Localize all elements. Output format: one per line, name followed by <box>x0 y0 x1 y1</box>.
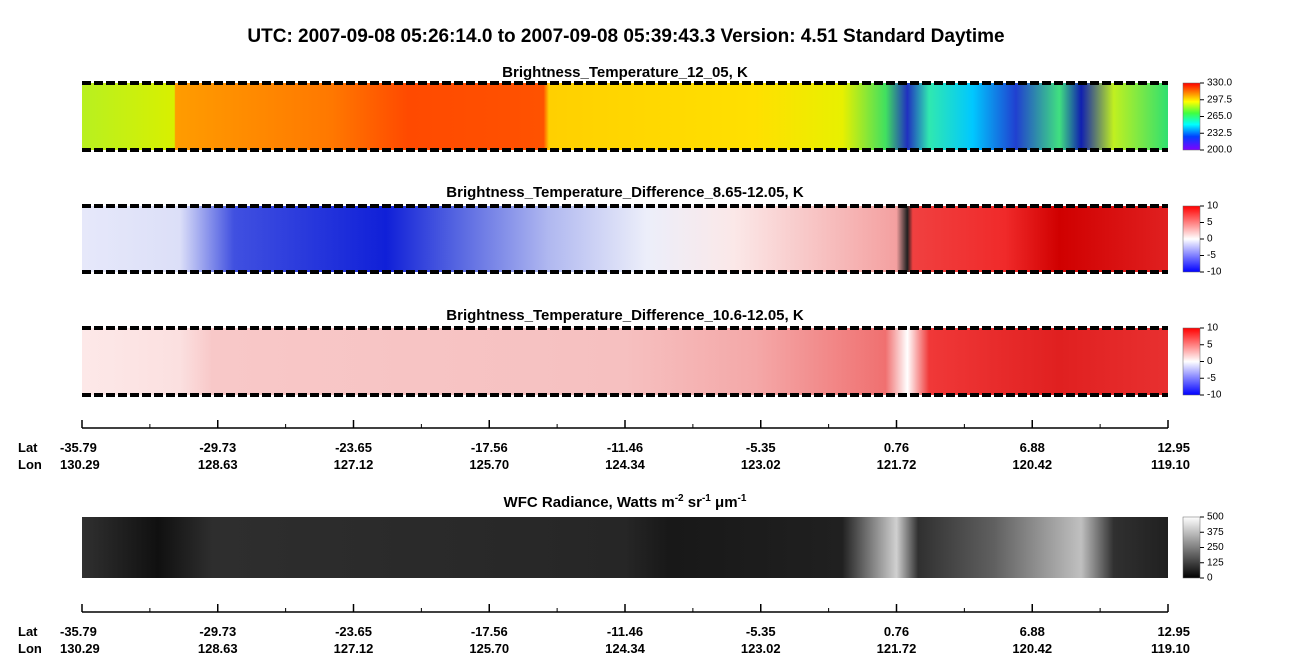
colorbar-label: 0 <box>1207 356 1213 367</box>
panel-title: WFC Radiance, Watts m-2 sr-1 μm-1 <box>504 493 747 511</box>
lat-label: -35.79 <box>60 624 97 639</box>
colorbar-label: 0 <box>1207 573 1213 584</box>
lon-label: 121.72 <box>877 457 917 472</box>
colorbar-label: -5 <box>1207 373 1216 384</box>
lon-label: 123.02 <box>741 457 781 472</box>
lat-label: 12.95 <box>1157 624 1190 639</box>
colorbar-label: 0 <box>1207 234 1213 245</box>
panel-title: Brightness_Temperature_12_05, K <box>502 64 748 81</box>
lon-label: 125.70 <box>469 641 509 656</box>
colorbar-label: 10 <box>1207 201 1219 212</box>
title-part: -1 <box>702 493 711 504</box>
lon-label: 124.34 <box>605 457 646 472</box>
lon-label: 119.10 <box>1151 641 1190 656</box>
lat-label: 0.76 <box>884 624 909 639</box>
lon-label: 130.29 <box>60 457 100 472</box>
lon-label: 123.02 <box>741 641 781 656</box>
lat-label: 12.95 <box>1157 440 1190 455</box>
title-part: WFC Radiance, Watts m <box>504 494 675 511</box>
colorbar <box>1182 516 1201 579</box>
lat-label: -5.35 <box>746 440 776 455</box>
lon-label: 130.29 <box>60 641 100 656</box>
colorbar-label: 5 <box>1207 339 1213 350</box>
colorbar <box>1182 327 1201 396</box>
colorbar-label: 297.5 <box>1207 94 1232 105</box>
colorbar-label: -5 <box>1207 250 1216 261</box>
panel-title: Brightness_Temperature_Difference_8.65-1… <box>446 184 804 201</box>
lon-label: 128.63 <box>198 457 238 472</box>
colorbar-label: -10 <box>1207 267 1222 278</box>
lat-label: -11.46 <box>607 440 643 455</box>
lat-label: 6.88 <box>1020 440 1045 455</box>
axis-label: Lon <box>18 457 42 472</box>
colorbar-label: 375 <box>1207 527 1224 538</box>
title-part: -1 <box>738 493 747 504</box>
colorbar-label: 200.0 <box>1207 145 1232 156</box>
colorbar-label: 265.0 <box>1207 111 1232 122</box>
lon-label: 127.12 <box>334 457 374 472</box>
colorbar-label: 5 <box>1207 217 1213 228</box>
colorbar-label: -10 <box>1207 390 1222 401</box>
colorbar-label: 232.5 <box>1207 128 1232 139</box>
lon-label: 128.63 <box>198 641 238 656</box>
axis-label: Lat <box>18 624 38 639</box>
lon-label: 120.42 <box>1012 457 1052 472</box>
colorbar-label: 500 <box>1207 512 1224 523</box>
swath-image <box>82 206 1168 272</box>
title-part: -2 <box>675 493 684 504</box>
lon-label: 124.34 <box>605 641 646 656</box>
page-title: UTC: 2007-09-08 05:26:14.0 to 2007-09-08… <box>247 26 1004 47</box>
lat-label: -29.73 <box>199 440 236 455</box>
lat-label: 6.88 <box>1020 624 1045 639</box>
lat-label: -5.35 <box>746 624 776 639</box>
swath-image <box>82 517 1168 578</box>
axis-label: Lon <box>18 641 42 656</box>
colorbar-label: 330.0 <box>1207 78 1232 89</box>
lon-label: 127.12 <box>334 641 374 656</box>
lat-label: -35.79 <box>60 440 97 455</box>
title-part: sr <box>684 494 703 511</box>
lat-label: -17.56 <box>471 624 508 639</box>
colorbar-label: 250 <box>1207 542 1224 553</box>
title-part: μm <box>711 494 738 511</box>
lon-label: 119.10 <box>1151 457 1190 472</box>
lat-label: -23.65 <box>335 624 372 639</box>
swath-image <box>82 328 1168 395</box>
lat-label: -11.46 <box>607 624 643 639</box>
colorbar <box>1182 205 1201 273</box>
colorbar-label: 10 <box>1207 323 1219 334</box>
panel-title: Brightness_Temperature_Difference_10.6-1… <box>446 307 804 324</box>
swath-image <box>82 83 1168 150</box>
lat-label: 0.76 <box>884 440 909 455</box>
lat-label: -29.73 <box>199 624 236 639</box>
axis-label: Lat <box>18 440 38 455</box>
lat-label: -17.56 <box>471 440 508 455</box>
lon-label: 121.72 <box>877 641 917 656</box>
lon-label: 120.42 <box>1012 641 1052 656</box>
lon-label: 125.70 <box>469 457 509 472</box>
colorbar <box>1182 82 1201 151</box>
lat-label: -23.65 <box>335 440 372 455</box>
colorbar-label: 125 <box>1207 557 1224 568</box>
